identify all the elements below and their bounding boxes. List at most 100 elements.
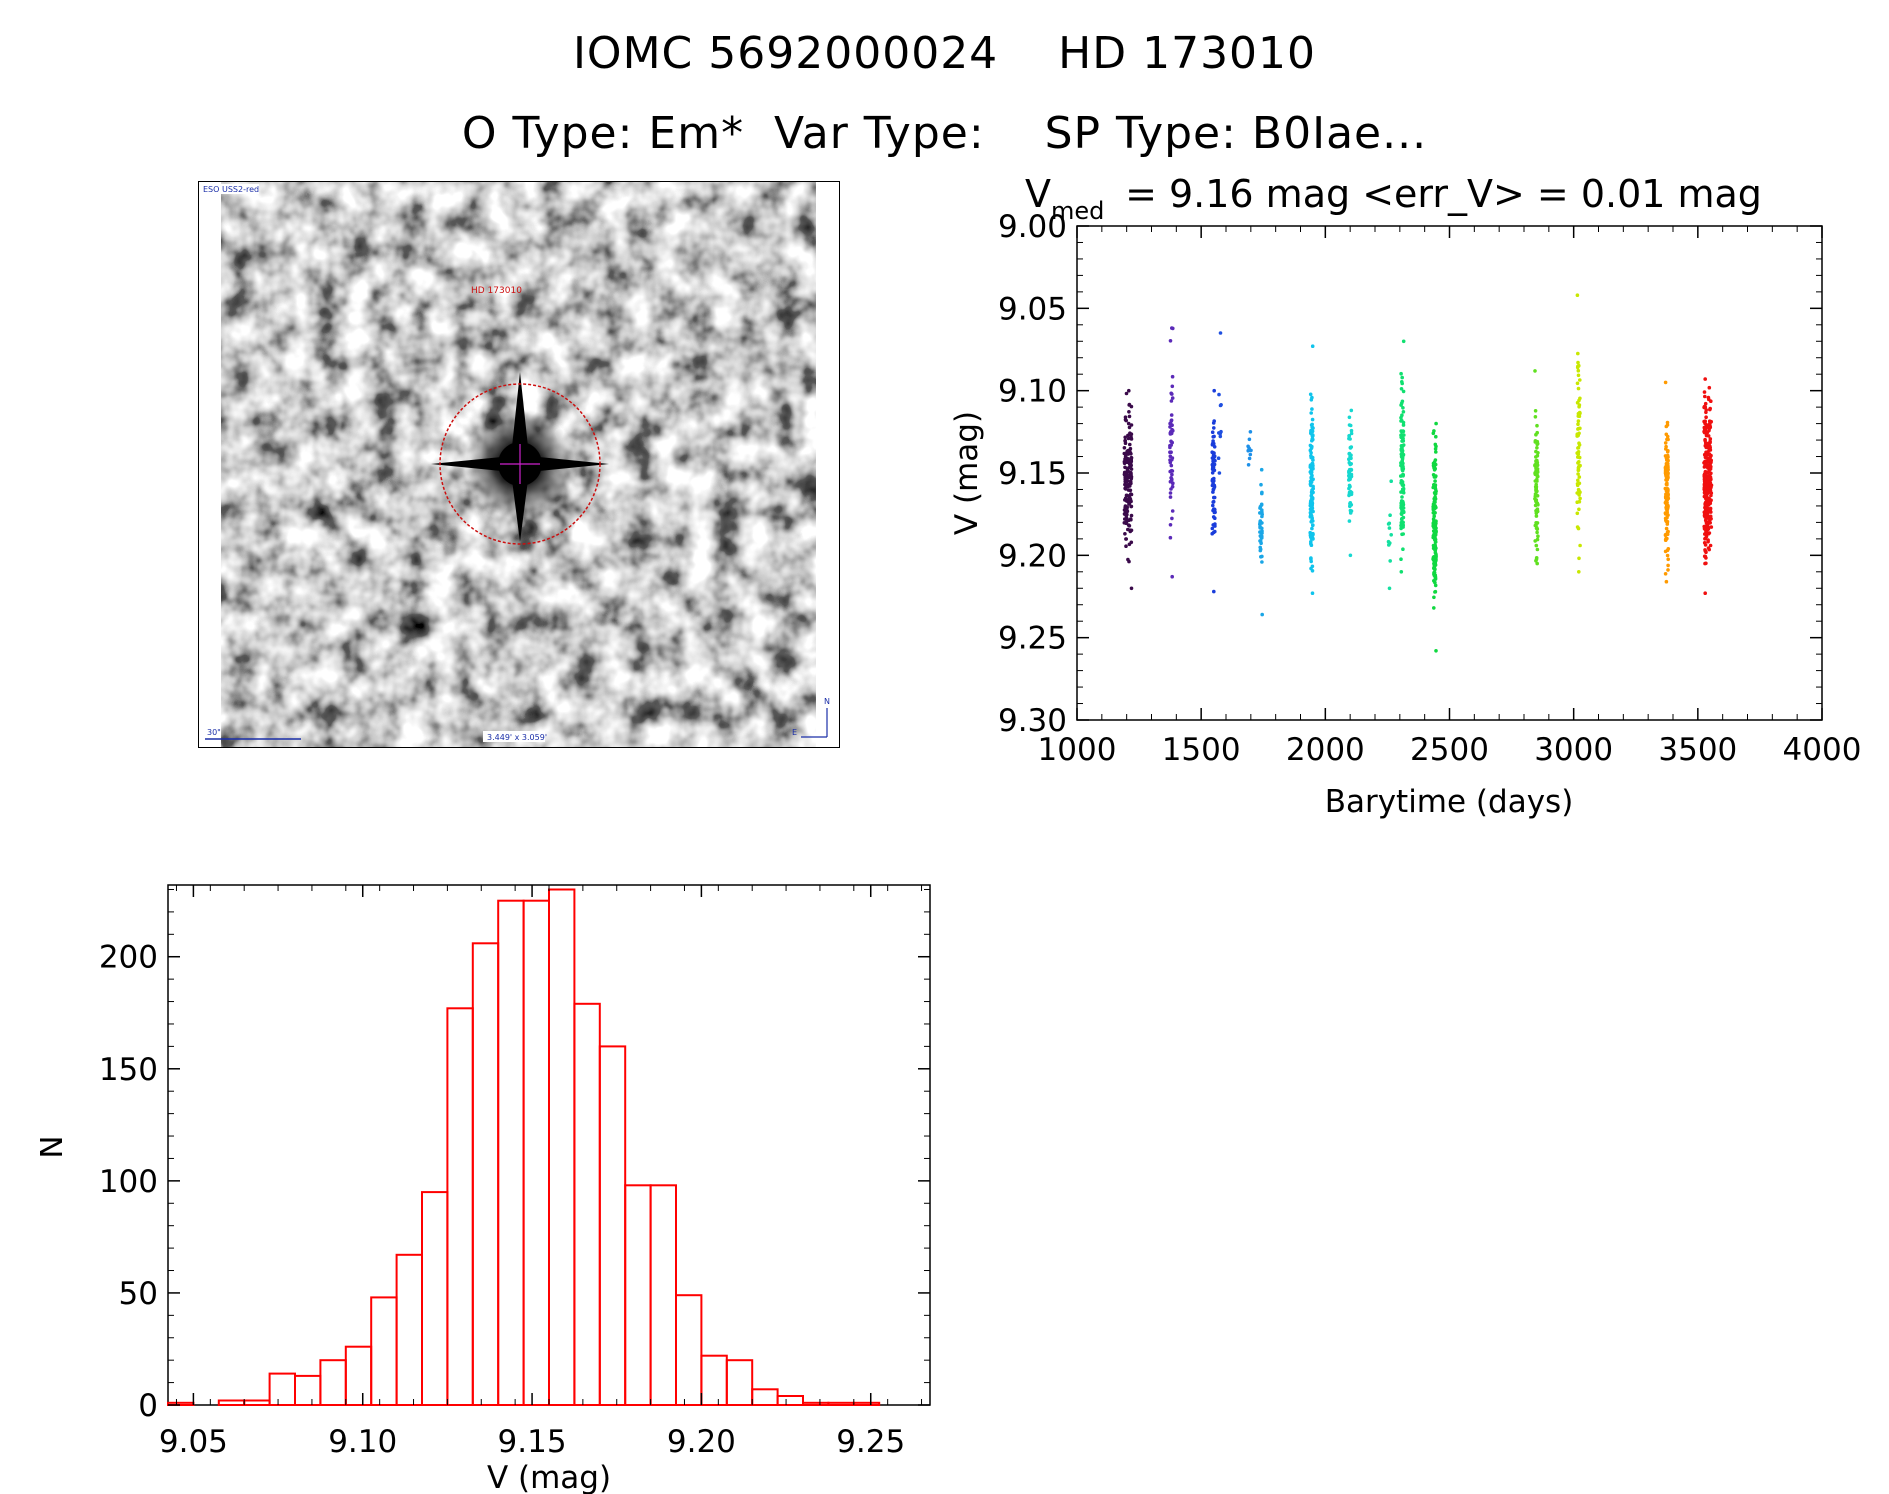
light-curve-point (1401, 389, 1406, 394)
light-curve-point (1432, 519, 1436, 523)
light-curve-point (1128, 442, 1132, 447)
light-curve-point (1433, 583, 1438, 588)
histogram-bar (624, 1184, 652, 1406)
light-curve-point (1434, 555, 1438, 560)
light-curve-point (1309, 411, 1313, 415)
finder-chart-image: ESO USS2-red HD 173010 30" 3.449' x 3.05… (198, 181, 840, 748)
field-size-label: 3.449' x 3.059' (487, 733, 547, 742)
light-curve-point (1258, 520, 1262, 525)
light-curve-point (1665, 420, 1670, 425)
light-curve-point (1432, 429, 1436, 433)
light-curve-point (1578, 378, 1582, 382)
light-curve-point (1310, 569, 1315, 573)
light-curve-point (1309, 429, 1313, 434)
light-curve-series (1399, 339, 1406, 574)
light-curve-point (1401, 506, 1406, 510)
light-curve-point (1389, 533, 1393, 537)
light-curve-point (1706, 476, 1711, 480)
light-curve-x-axis-label: Barytime (days) (1325, 784, 1574, 820)
light-curve-point (1663, 380, 1668, 385)
histogram-bar (319, 1359, 347, 1407)
light-curve-point (1129, 517, 1133, 522)
light-curve-point (1259, 467, 1264, 472)
light-curve-point (1666, 513, 1670, 517)
light-curve-series (1210, 388, 1217, 594)
light-curve-point (1129, 432, 1134, 437)
light-curve-point (1576, 368, 1581, 373)
light-curve-point (1663, 572, 1668, 576)
light-curve-point (1708, 501, 1713, 506)
light-curve-point (1704, 432, 1709, 436)
light-curve-point (1211, 465, 1216, 469)
light-curve-series (1122, 388, 1134, 591)
light-curve-point (1309, 465, 1313, 470)
light-curve-point (1347, 423, 1352, 427)
histogram-y-tick-label: 100 (99, 1164, 158, 1200)
light-curve-point (1311, 509, 1315, 514)
light-curve-point (1246, 444, 1250, 449)
light-curve-point (1704, 550, 1708, 554)
light-curve-point (1575, 293, 1580, 297)
light-curve-point (1168, 454, 1173, 459)
light-curve-point (1246, 448, 1250, 453)
light-curve-point (1709, 517, 1713, 521)
light-curve-point (1401, 439, 1406, 443)
light-curve-point (1703, 532, 1707, 536)
light-curve-x-tick-label: 2000 (1286, 732, 1365, 768)
light-curve-point (1129, 473, 1133, 477)
light-curve-point (1576, 468, 1581, 472)
light-curve-point (1123, 415, 1128, 419)
light-curve-point (1707, 453, 1712, 457)
light-curve-point (1169, 399, 1174, 403)
light-curve-y-tick-label: 9.05 (998, 291, 1067, 327)
light-curve-series (1702, 377, 1714, 595)
light-curve-point (1704, 454, 1708, 458)
light-curve-point (1433, 543, 1437, 547)
light-curve-point (1399, 512, 1404, 516)
light-curve-point (1704, 505, 1709, 510)
light-curve-point (1170, 374, 1175, 379)
light-curve-point (1260, 514, 1264, 519)
light-curve-point (1577, 556, 1581, 561)
light-curve-point (1311, 523, 1315, 527)
light-curve-title: V med = 9.16 mag <err_V> = 0.01 mag (1025, 172, 1762, 225)
light-curve-point (1168, 339, 1173, 343)
light-curve-point (1576, 452, 1581, 457)
light-curve-point (1349, 431, 1354, 436)
histogram-bar (675, 1294, 703, 1407)
light-curve-series (1663, 380, 1671, 584)
histogram-bar (649, 1184, 677, 1406)
light-curve-point (1247, 456, 1252, 461)
light-curve-point (1534, 543, 1539, 548)
light-curve-point (1311, 519, 1315, 523)
light-curve-point (1576, 422, 1580, 427)
light-curve-point (1577, 443, 1582, 447)
light-curve-y-tick-label: 9.10 (998, 374, 1067, 410)
light-curve-point (1247, 437, 1252, 442)
light-curve-point (1664, 519, 1669, 523)
light-curve-point (1578, 396, 1582, 401)
light-curve-point (1123, 465, 1127, 470)
light-curve-x-tick-label: 2500 (1410, 732, 1489, 768)
light-curve-point (1399, 444, 1404, 448)
light-curve-point (1169, 391, 1173, 396)
light-curve-point (1663, 469, 1668, 474)
light-curve-point (1433, 575, 1438, 579)
light-curve-y-tick-label: 9.00 (998, 209, 1067, 245)
light-curve-point (1702, 554, 1707, 559)
light-curve-point (1533, 463, 1537, 467)
light-curve-point (1128, 450, 1133, 455)
light-curve-point (1434, 505, 1438, 510)
light-curve-point (1349, 492, 1354, 497)
light-curve-point (1126, 436, 1131, 441)
light-curve-point (1575, 483, 1580, 488)
light-curve-point (1129, 455, 1134, 460)
light-curve-point (1125, 468, 1130, 472)
light-curve-point (1210, 430, 1215, 435)
light-curve-point (1576, 351, 1580, 356)
light-curve-point (1126, 527, 1130, 532)
light-curve-point (1534, 526, 1539, 531)
light-curve-point (1703, 543, 1708, 547)
light-curve-point (1432, 570, 1437, 575)
light-curve-point (1433, 497, 1438, 501)
